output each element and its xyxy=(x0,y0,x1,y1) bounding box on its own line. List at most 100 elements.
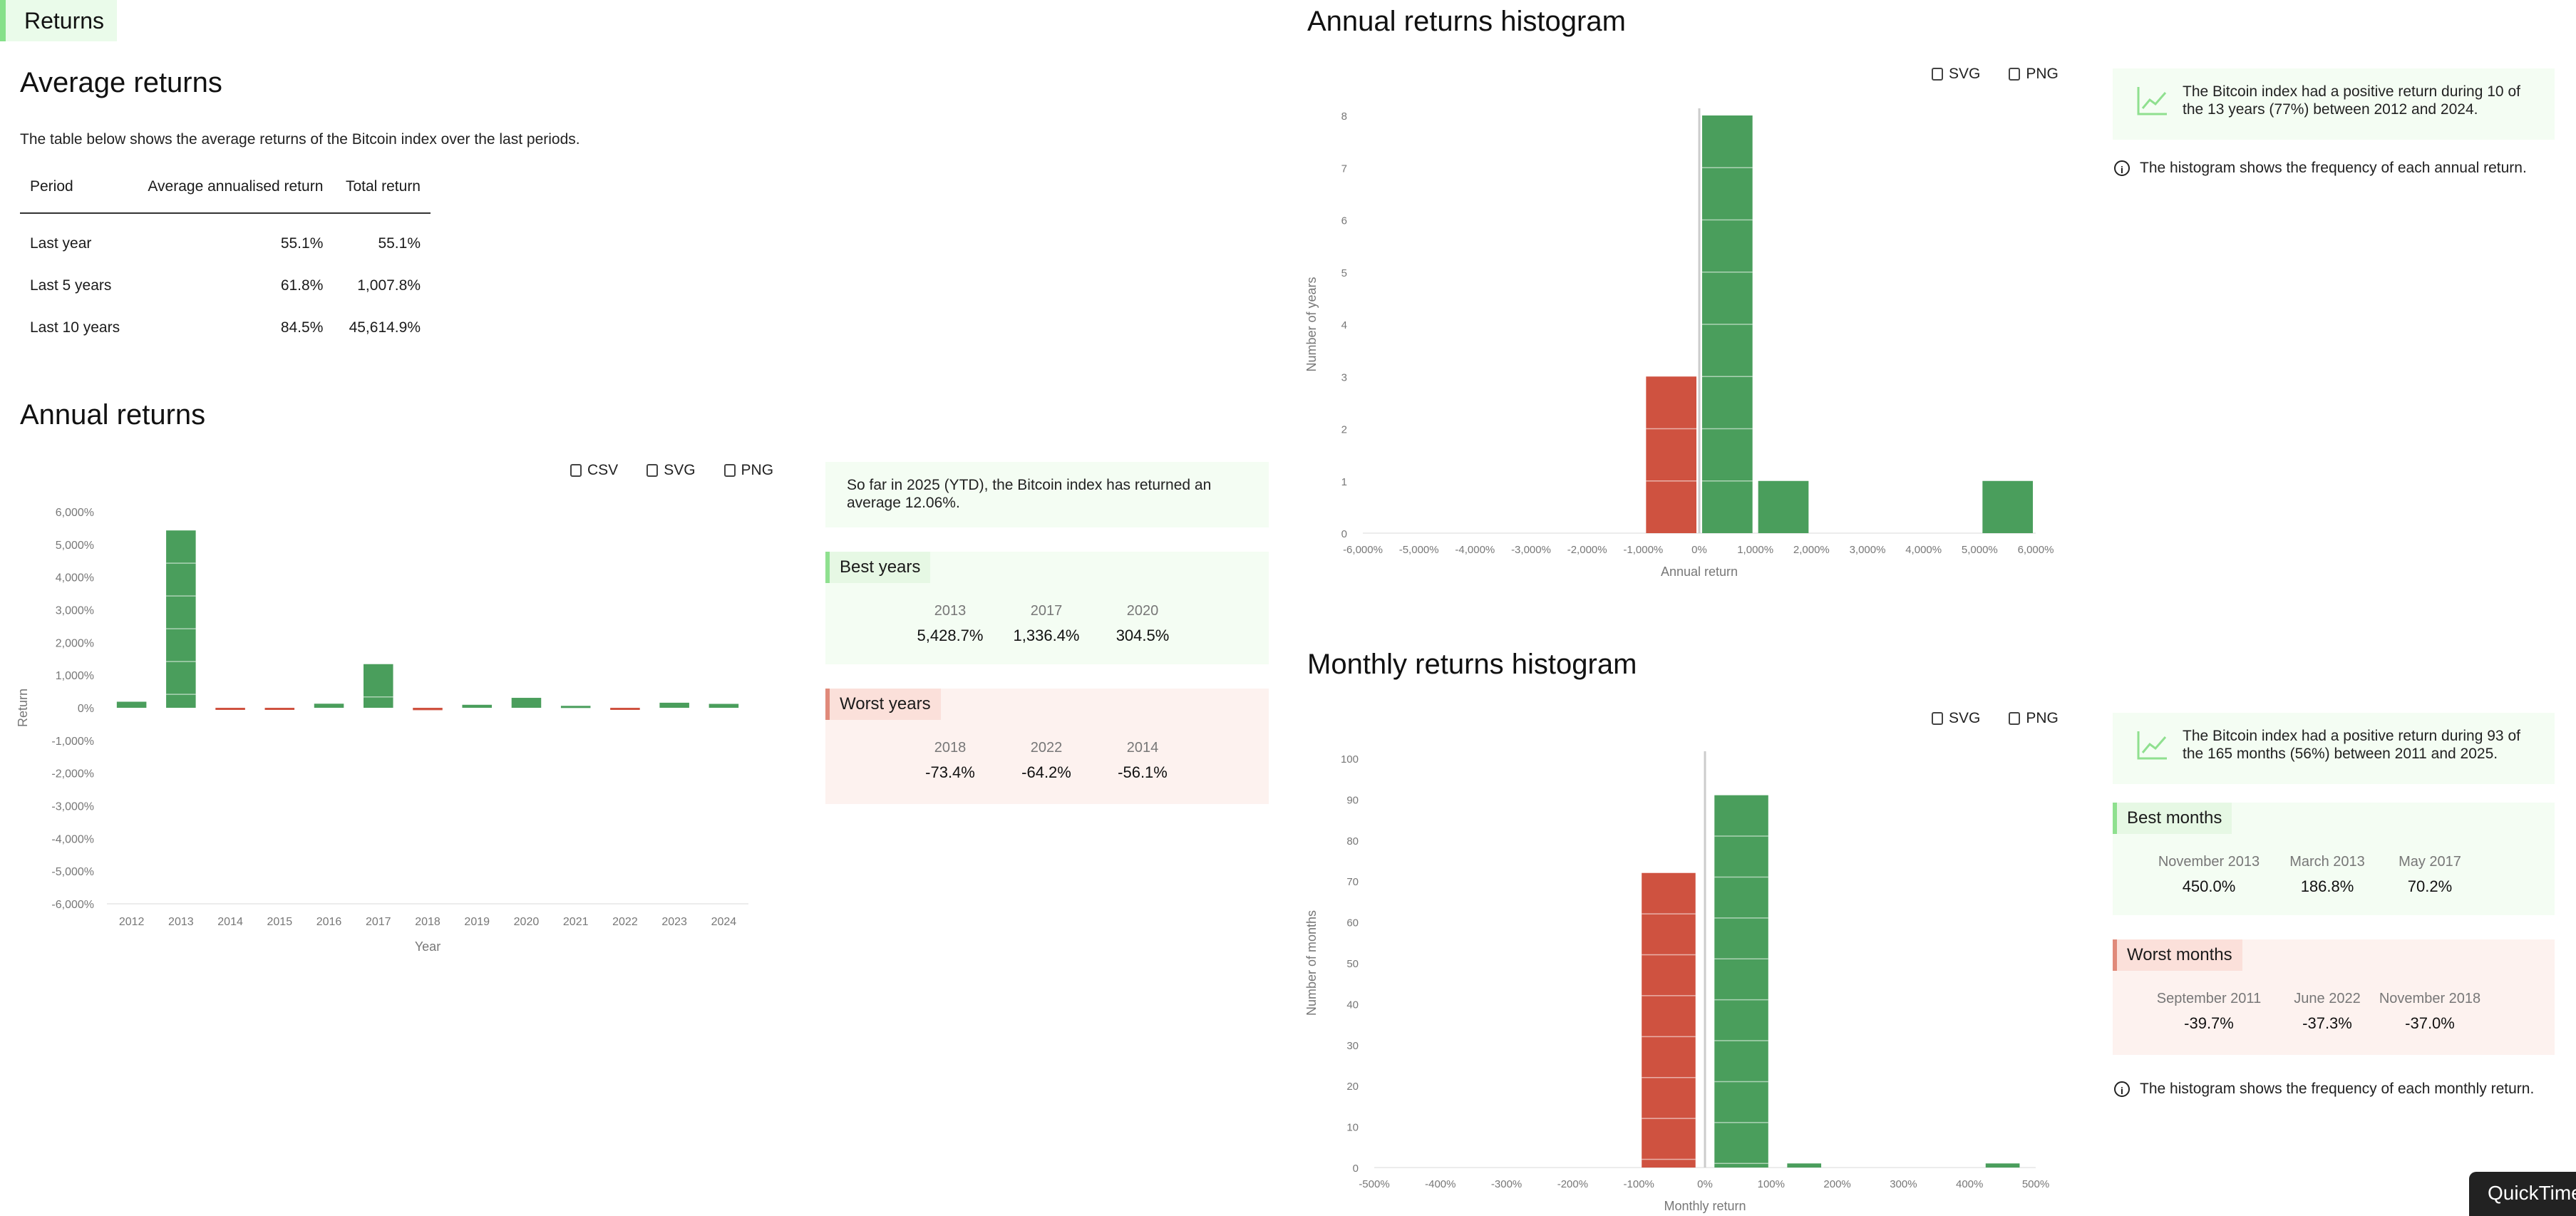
table-row: Last 5 years 61.8% 1,007.8% xyxy=(20,256,431,298)
best-year-1: 2013 5,428.7% xyxy=(882,603,1018,645)
month-label: May 2017 xyxy=(2399,854,2461,870)
y-tick-label: 8 xyxy=(1341,110,1347,123)
return-value: -37.3% xyxy=(2302,1014,2352,1032)
x-tick-label: 2015 xyxy=(267,916,293,928)
y-tick-label: -4,000% xyxy=(51,833,94,845)
x-tick-label: 5,000% xyxy=(1962,544,1998,556)
y-tick-label: 1,000% xyxy=(56,670,94,682)
best-years-panel: Best years 2013 5,428.7% 2017 1,336.4% 202… xyxy=(825,552,1269,664)
y-tick-label: 4,000% xyxy=(56,572,94,584)
worst-year-1: 2018 -73.4% xyxy=(882,740,1018,782)
y-tick-label: -6,000% xyxy=(51,899,94,911)
return-value: 1,336.4% xyxy=(1013,627,1080,644)
x-tick-label: 0% xyxy=(1691,544,1707,556)
file-svg-icon xyxy=(646,464,659,477)
return-value: -64.2% xyxy=(1021,763,1071,781)
x-tick-label: 200% xyxy=(1823,1178,1850,1190)
annual-hist-summary-panel: The Bitcoin index had a positive return … xyxy=(2113,68,2555,140)
file-csv-icon xyxy=(570,464,582,477)
x-tick-label: -400% xyxy=(1425,1178,1456,1190)
y-tick-label: 10 xyxy=(1346,1122,1359,1134)
x-tick-label: 6,000% xyxy=(2018,544,2054,556)
bar-2020 xyxy=(511,698,542,708)
y-tick-label: 70 xyxy=(1346,876,1359,888)
y-tick-label: 20 xyxy=(1346,1081,1359,1093)
average-returns-title: Average returns xyxy=(20,67,222,98)
return-value: -73.4% xyxy=(925,763,975,781)
download-png-button[interactable]: PNG xyxy=(2009,66,2059,83)
y-tick-label: 6,000% xyxy=(56,507,94,519)
annualised-cell: 84.5% xyxy=(280,319,324,336)
x-axis-label: Annual return xyxy=(1661,565,1738,579)
best-month-2: March 2013 186.8% xyxy=(2260,854,2395,896)
period-cell: Last 5 years xyxy=(30,277,112,294)
annual-hist-summary-text: The Bitcoin index had a positive return … xyxy=(2183,83,2520,118)
best-years-label: Best years xyxy=(825,552,931,583)
file-png-icon xyxy=(723,464,736,477)
worst-month-1: September 2011 -39.7% xyxy=(2141,991,2277,1033)
y-tick-label: -5,000% xyxy=(51,866,94,878)
histogram-bar xyxy=(1642,872,1696,1168)
annual-returns-bar-chart: -6,000% -5,000% -4,000% -3,000% -2,000% -1,00… xyxy=(16,507,748,954)
x-tick-label: -2,000% xyxy=(1567,544,1607,556)
download-svg-button[interactable]: SVG xyxy=(646,462,696,479)
worst-year-2: 2022 -64.2% xyxy=(979,740,1114,782)
monthly-hist-summary-panel: The Bitcoin index had a positive return … xyxy=(2113,713,2555,784)
column-header-annualised: Average annualised return xyxy=(133,178,334,214)
bar-2015 xyxy=(264,708,295,710)
y-tick-label: 1 xyxy=(1341,476,1347,488)
period-cell: Last 10 years xyxy=(30,319,120,336)
y-tick-label: 2 xyxy=(1341,424,1347,436)
download-svg-button[interactable]: SVG xyxy=(1932,710,1980,727)
y-tick-label: 60 xyxy=(1346,917,1359,929)
x-tick-label: -300% xyxy=(1491,1178,1522,1190)
y-axis-label: Return xyxy=(16,689,30,727)
y-tick-label: 50 xyxy=(1346,958,1359,970)
png-label: PNG xyxy=(741,462,774,478)
png-label: PNG xyxy=(2026,710,2059,726)
y-tick-label: -3,000% xyxy=(51,801,94,813)
file-png-icon xyxy=(2009,68,2021,81)
bar-2021 xyxy=(560,706,591,709)
table-header-row: Period Average annualised return Total r… xyxy=(20,178,431,214)
y-tick-label: 5 xyxy=(1341,267,1347,279)
x-tick-label: 2017 xyxy=(366,916,391,928)
info-icon: i xyxy=(2114,1081,2130,1097)
worst-years-panel: Worst years 2018 -73.4% 2022 -64.2% 2014 -5… xyxy=(825,689,1269,804)
x-tick-label: 2021 xyxy=(563,916,589,928)
month-label: March 2013 xyxy=(2289,854,2365,870)
return-value: 186.8% xyxy=(2300,877,2354,895)
column-header-total: Total return xyxy=(333,178,431,214)
x-tick-label: 100% xyxy=(1758,1178,1785,1190)
x-tick-label: 2013 xyxy=(168,916,194,928)
annual-hist-info-text: The histogram shows the frequency of eac… xyxy=(2140,160,2527,176)
worst-years-label: Worst years xyxy=(825,689,941,720)
return-value: -39.7% xyxy=(2184,1014,2234,1032)
bar-2013 xyxy=(166,530,196,708)
quicktime-overlay[interactable]: QuickTime xyxy=(2469,1172,2576,1216)
y-tick-label: 30 xyxy=(1346,1040,1359,1052)
total-cell: 1,007.8% xyxy=(357,277,421,294)
best-months-label: Best months xyxy=(2113,803,2232,834)
chart-line-icon xyxy=(2137,731,2167,760)
download-png-button[interactable]: PNG xyxy=(2009,710,2059,727)
annual-histogram-title: Annual returns histogram xyxy=(1307,6,1626,37)
annual-hist-info: i The histogram shows the frequency of e… xyxy=(2114,160,2527,177)
period-cell: Last year xyxy=(30,235,92,252)
y-tick-label: 0 xyxy=(1341,528,1347,540)
table-row: Last year 55.1% 55.1% xyxy=(20,213,431,256)
svg-label: SVG xyxy=(1949,710,1981,726)
monthly-histogram-title: Monthly returns histogram xyxy=(1307,649,1637,680)
histogram-bar xyxy=(1787,1163,1822,1168)
worst-months-panel: Worst months September 2011 -39.7% June 2… xyxy=(2113,939,2555,1055)
download-png-button[interactable]: PNG xyxy=(723,462,774,479)
download-csv-button[interactable]: CSV xyxy=(570,462,618,479)
annual-returns-download-bar: CSV SVG PNG xyxy=(570,462,773,479)
x-tick-label: 2019 xyxy=(464,916,490,928)
x-tick-label: -5,000% xyxy=(1399,544,1439,556)
svg-label: SVG xyxy=(664,462,696,478)
download-svg-button[interactable]: SVG xyxy=(1932,66,1980,83)
annual-returns-histogram: 0 1 2 3 4 5 6 7 8 -6,000% -5,000% -4,000% -3,000% -2,… xyxy=(1304,108,2054,579)
y-tick-label: 3 xyxy=(1341,371,1347,383)
png-label: PNG xyxy=(2026,66,2059,82)
